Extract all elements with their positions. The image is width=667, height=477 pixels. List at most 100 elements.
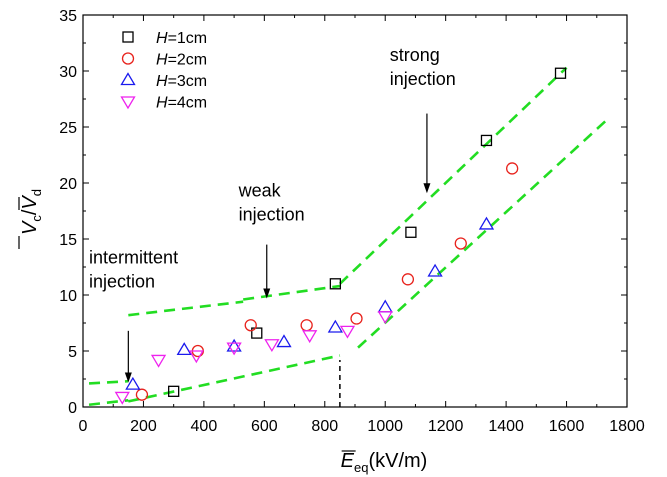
axis-tick-labels: 0 200 400 600 800 1000 1200 1400 1600 1800 0 5 10 15 2…	[59, 8, 645, 435]
annotation-arrow-head	[423, 183, 431, 194]
x-tick-label: 1200	[428, 418, 464, 435]
data-point	[350, 312, 363, 325]
data-point	[302, 330, 318, 344]
data-point	[506, 162, 519, 175]
data-point	[251, 327, 263, 339]
x-axis-title: Eeq(kV/m)	[341, 450, 428, 475]
x-axis-title-main: E	[341, 450, 355, 472]
y-tick-label: 0	[68, 400, 77, 417]
boundary-segment	[128, 354, 341, 403]
y-axis-title-denominator: V	[19, 195, 41, 210]
annotation-label-line: injection	[239, 204, 305, 224]
data-point	[114, 391, 130, 405]
data-point	[125, 376, 141, 390]
data-point	[480, 134, 493, 147]
boundary-segment	[88, 379, 129, 385]
data-point	[188, 350, 204, 364]
legend-entry-italic: H	[156, 95, 168, 112]
data-point	[150, 354, 167, 368]
annotation-label-line: weak	[238, 180, 282, 200]
data-point	[300, 319, 313, 332]
legend-marker	[120, 72, 136, 86]
annotation-arrow-head	[263, 288, 271, 299]
regime-boundaries	[88, 66, 610, 407]
data-point	[329, 278, 342, 290]
data-markers	[114, 67, 567, 405]
legend-entry-italic: H	[156, 52, 168, 69]
data-point	[377, 299, 393, 313]
legend-entry-text: =1cm	[168, 30, 208, 47]
y-axis-title-slash: /	[19, 209, 41, 215]
x-axis-title-sub: eq	[354, 460, 368, 475]
annotation-label: intermittent injection	[89, 248, 178, 292]
y-tick-label: 5	[68, 344, 77, 361]
legend-marker	[120, 96, 136, 110]
legend-marker	[121, 52, 135, 65]
legend-entry-italic: H	[156, 73, 168, 90]
y-axis-title-denominator-sub: d	[29, 189, 44, 196]
legend-marker	[122, 31, 134, 43]
legend-entry-text: =2cm	[168, 52, 208, 69]
data-point	[454, 237, 467, 250]
x-tick-label: 200	[130, 418, 157, 435]
data-point	[405, 226, 417, 238]
data-point	[244, 319, 257, 332]
annotation-label: strong injection	[390, 45, 456, 89]
x-tick-label: 1400	[488, 418, 524, 435]
boundary-segment	[338, 66, 568, 285]
annotation-label-line: strong	[390, 45, 440, 65]
data-point	[226, 338, 242, 352]
annotation-label: weak injection	[238, 180, 305, 224]
legend-entry: H=1cm	[156, 30, 207, 47]
legend-entry-italic: H	[156, 30, 168, 47]
x-tick-label: 1600	[549, 418, 585, 435]
legend-entry: H=2cm	[156, 52, 207, 69]
annotation-label-line: injection	[89, 272, 155, 292]
x-tick-label: 0	[79, 418, 88, 435]
x-tick-label: 1800	[609, 418, 645, 435]
legend-entry: H=4cm	[156, 95, 207, 112]
data-point	[276, 334, 292, 348]
boundary-segment	[242, 284, 341, 301]
data-point	[427, 263, 443, 277]
data-point	[226, 342, 242, 356]
x-tick-label: 400	[191, 418, 218, 435]
data-point	[327, 319, 343, 333]
boundary-segment	[357, 117, 610, 349]
data-point	[554, 67, 567, 79]
data-point	[339, 325, 356, 339]
data-point	[377, 311, 393, 325]
legend-entry-text: =3cm	[168, 73, 208, 90]
y-axis-title-numerator: V	[19, 220, 41, 235]
annotation-label-line: intermittent	[89, 248, 178, 268]
x-tick-label: 800	[311, 418, 338, 435]
x-axis-title-unit: (kV/m)	[368, 450, 427, 472]
data-point	[176, 342, 192, 356]
data-point	[168, 385, 180, 397]
boundary-segment	[128, 300, 244, 317]
data-point	[135, 388, 149, 401]
data-point	[401, 273, 415, 286]
y-tick-label: 10	[59, 288, 77, 305]
x-tick-label: 1000	[367, 418, 403, 435]
data-point	[264, 339, 280, 353]
legend-entry: H=3cm	[156, 73, 207, 90]
legend-entry-text: =4cm	[168, 95, 208, 112]
svg-text:Vc/Vd: Vc/Vd	[19, 189, 44, 235]
x-tick-label: 600	[251, 418, 278, 435]
annotation-label-line: injection	[390, 69, 456, 89]
y-axis-title: Vc/Vd	[18, 189, 44, 249]
y-tick-label: 25	[59, 120, 77, 137]
axis-ticks	[82, 14, 628, 408]
boundary-segment	[88, 398, 129, 407]
y-tick-label: 20	[59, 176, 77, 193]
y-axis-title-numerator-sub: c	[29, 215, 44, 222]
data-point	[478, 216, 495, 230]
y-tick-label: 15	[59, 232, 77, 249]
y-tick-label: 35	[59, 8, 77, 25]
annotation-arrow-head	[124, 372, 132, 383]
y-tick-label: 30	[59, 64, 77, 81]
